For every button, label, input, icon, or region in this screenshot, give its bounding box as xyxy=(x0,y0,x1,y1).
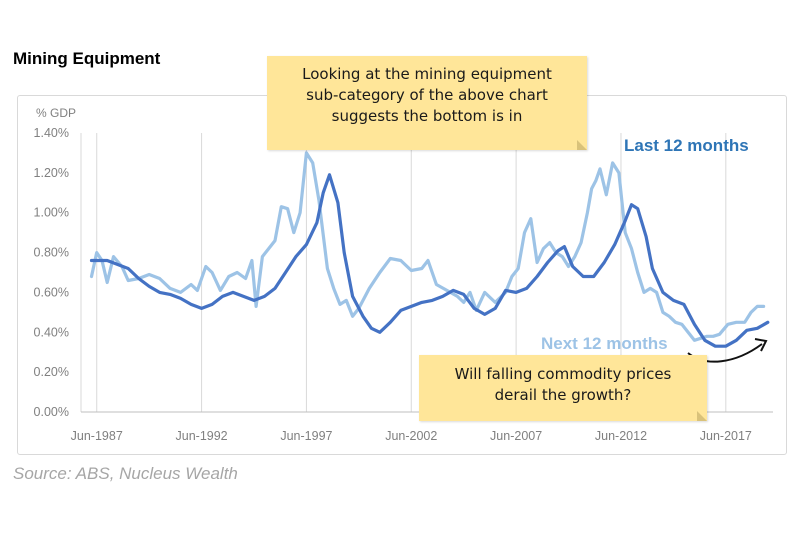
top-note-line: Looking at the mining equipment xyxy=(302,65,552,83)
x-tick-label: Jun-1997 xyxy=(280,429,332,443)
y-tick-label: 0.20% xyxy=(34,365,69,379)
top-note-line: sub-category of the above chart xyxy=(306,86,548,104)
y-tick-label: 1.00% xyxy=(34,206,69,220)
chart-title: Mining Equipment xyxy=(13,49,161,68)
annotation-top-note: Looking at the mining equipment sub-cate… xyxy=(267,56,587,150)
bottom-note-line: Will falling commodity prices xyxy=(454,365,672,383)
y-axis-label: % GDP xyxy=(36,106,76,120)
top-note-line: suggests the bottom is in xyxy=(331,107,523,125)
series-lines xyxy=(89,151,770,348)
grid-lines xyxy=(80,133,727,412)
y-tick-label: 0.00% xyxy=(34,405,69,419)
y-tick-label: 0.60% xyxy=(34,285,69,299)
series-last-12-months xyxy=(89,173,770,348)
x-tick-label: Jun-1992 xyxy=(176,429,228,443)
annotation-bottom-note: Will falling commodity prices derail the… xyxy=(419,355,707,421)
source-caption: Source: ABS, Nucleus Wealth xyxy=(13,464,238,483)
x-tick-label: Jun-2017 xyxy=(700,429,752,443)
upturn-arrow-head xyxy=(754,338,768,352)
note-fold xyxy=(697,411,707,421)
note-fold xyxy=(577,140,587,150)
x-tick-label: Jun-2012 xyxy=(595,429,647,443)
y-tick-label: 1.40% xyxy=(34,126,69,140)
x-tick-label: Jun-2007 xyxy=(490,429,542,443)
x-tick-label: Jun-1987 xyxy=(71,429,123,443)
legend-next-12-months: Next 12 months xyxy=(541,334,668,353)
series-next-12-months xyxy=(89,151,766,342)
y-tick-label: 0.80% xyxy=(34,246,69,260)
bottom-note-line: derail the growth? xyxy=(494,386,632,404)
legend-last-12-months: Last 12 months xyxy=(624,136,749,155)
y-tick-label: 0.40% xyxy=(34,325,69,339)
x-tick-label: Jun-2002 xyxy=(385,429,437,443)
y-tick-label: 1.20% xyxy=(34,166,69,180)
